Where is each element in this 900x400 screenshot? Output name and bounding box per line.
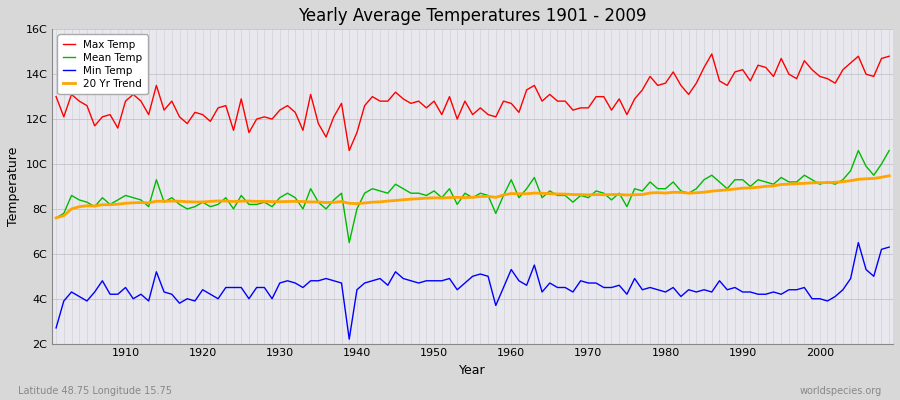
- Max Temp: [282, 103, 292, 108]
- Min Temp: [328, 278, 339, 283]
- Max Temp: [884, 54, 895, 59]
- Max Temp: [506, 101, 517, 106]
- Legend: Max Temp, Mean Temp, Min Temp, 20 Yr Trend: Max Temp, Mean Temp, Min Temp, 20 Yr Tre…: [58, 34, 148, 94]
- Line: 20 Yr Trend: 20 Yr Trend: [56, 176, 889, 218]
- Min Temp: [344, 337, 355, 342]
- Max Temp: [514, 110, 525, 115]
- Max Temp: [606, 108, 616, 112]
- Mean Temp: [606, 198, 616, 202]
- Line: Min Temp: Min Temp: [56, 242, 889, 339]
- Min Temp: [506, 267, 517, 272]
- 20 Yr Trend: [498, 192, 508, 197]
- Title: Yearly Average Temperatures 1901 - 2009: Yearly Average Temperatures 1901 - 2009: [299, 7, 647, 25]
- Min Temp: [112, 292, 123, 297]
- Min Temp: [606, 285, 616, 290]
- Min Temp: [50, 326, 61, 330]
- Mean Temp: [282, 191, 292, 196]
- Max Temp: [344, 148, 355, 153]
- Min Temp: [514, 278, 525, 283]
- Max Temp: [328, 114, 339, 119]
- 20 Yr Trend: [282, 199, 292, 204]
- Min Temp: [884, 245, 895, 250]
- Max Temp: [112, 126, 123, 130]
- Mean Temp: [514, 195, 525, 200]
- Min Temp: [282, 278, 292, 283]
- 20 Yr Trend: [598, 192, 609, 197]
- 20 Yr Trend: [884, 173, 895, 178]
- Line: Mean Temp: Mean Temp: [56, 150, 889, 242]
- Mean Temp: [50, 216, 61, 220]
- 20 Yr Trend: [50, 216, 61, 220]
- 20 Yr Trend: [328, 200, 339, 205]
- Max Temp: [50, 94, 61, 99]
- Mean Temp: [853, 148, 864, 153]
- X-axis label: Year: Year: [459, 364, 486, 377]
- Mean Temp: [506, 177, 517, 182]
- 20 Yr Trend: [506, 191, 517, 196]
- Mean Temp: [112, 198, 123, 202]
- Text: worldspecies.org: worldspecies.org: [800, 386, 882, 396]
- Mean Temp: [328, 198, 339, 202]
- Max Temp: [706, 52, 717, 56]
- Mean Temp: [344, 240, 355, 245]
- Y-axis label: Temperature: Temperature: [7, 147, 20, 226]
- Min Temp: [853, 240, 864, 245]
- 20 Yr Trend: [112, 202, 123, 206]
- Mean Temp: [884, 148, 895, 153]
- Line: Max Temp: Max Temp: [56, 54, 889, 150]
- Text: Latitude 48.75 Longitude 15.75: Latitude 48.75 Longitude 15.75: [18, 386, 172, 396]
